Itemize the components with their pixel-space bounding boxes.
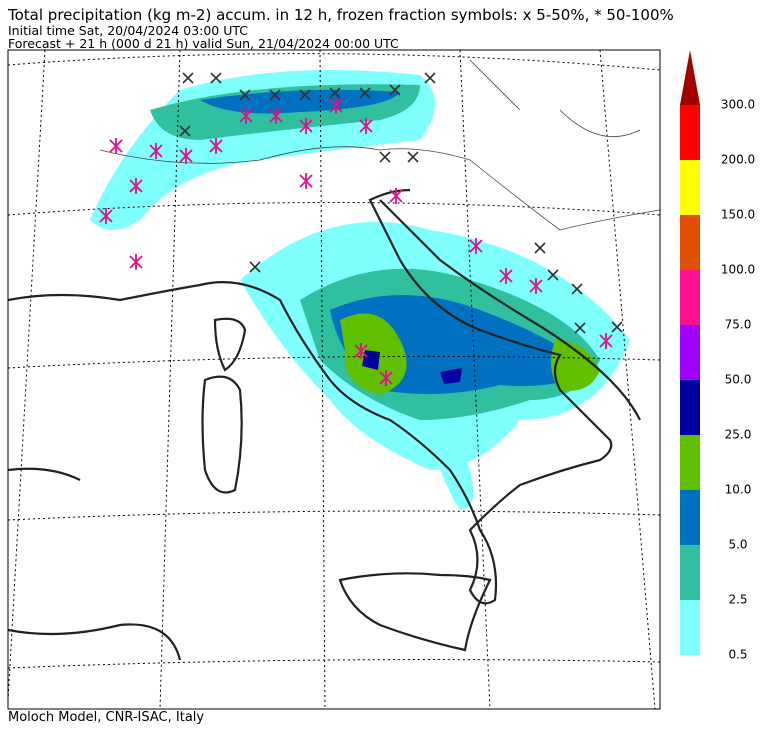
colorbar-label: 5.0 — [728, 538, 747, 552]
forecast-time: Forecast + 21 h (000 d 21 h) valid Sun, … — [8, 36, 399, 51]
colorbar-segment — [680, 490, 700, 545]
footer: Moloch Model, CNR-ISAC, Italy — [8, 710, 205, 725]
colorbar-segment — [680, 600, 700, 655]
colorbar-segment — [680, 105, 700, 160]
map-area — [8, 50, 660, 709]
colorbar-label: 25.0 — [725, 428, 752, 442]
colorbar-segment — [680, 270, 700, 325]
map-frame — [7, 49, 661, 710]
colorbar-extend — [680, 50, 700, 105]
colorbar-label: 300.0 — [721, 98, 755, 112]
colorbar-segment — [680, 435, 700, 490]
colorbar-segment — [680, 380, 700, 435]
colorbar-segment — [680, 160, 700, 215]
colorbar-label: 150.0 — [721, 208, 755, 222]
colorbar-label: 50.0 — [725, 373, 752, 387]
colorbar-label: 2.5 — [728, 593, 747, 607]
colorbar-segment — [680, 545, 700, 600]
colorbar-segment — [680, 215, 700, 270]
frozen-symbols — [99, 72, 623, 386]
initial-time: Initial time Sat, 20/04/2024 03:00 UTC — [8, 23, 249, 38]
colorbar-segment — [680, 325, 700, 380]
colorbar-label: 200.0 — [721, 153, 755, 167]
title: Total precipitation (kg m-2) accum. in 1… — [8, 6, 674, 24]
colorbar-label: 100.0 — [721, 263, 755, 277]
colorbar-label: 10.0 — [725, 483, 752, 497]
colorbar-label: 75.0 — [725, 318, 752, 332]
precip — [90, 70, 630, 510]
colorbar-label: 0.5 — [728, 648, 747, 662]
